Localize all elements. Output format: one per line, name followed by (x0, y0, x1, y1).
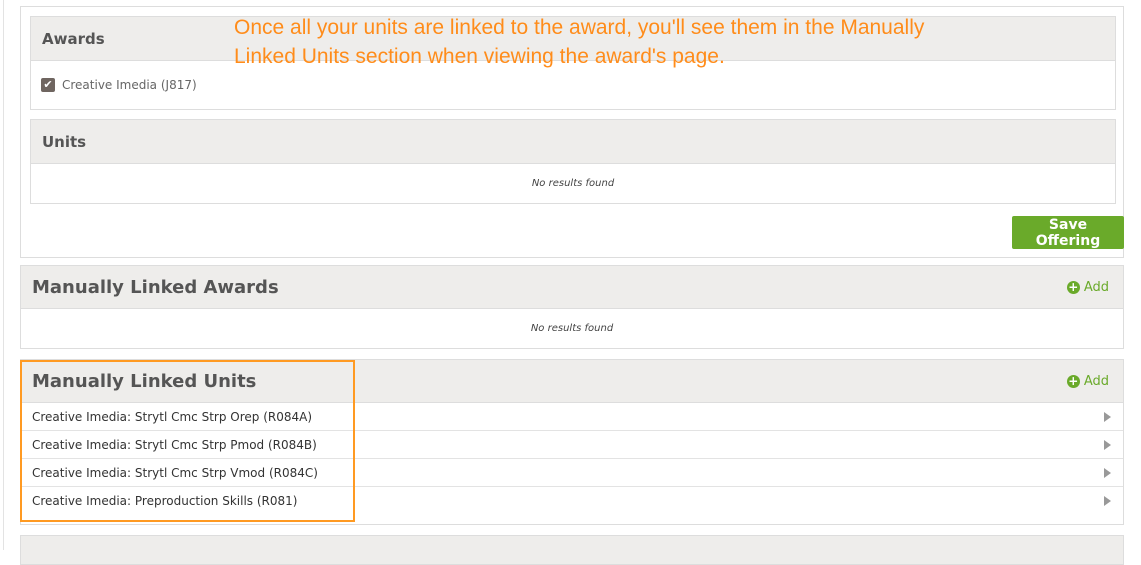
unit-label: Creative Imedia: Preproduction Skills (R… (32, 494, 298, 508)
unit-row[interactable]: Creative Imedia: Strytl Cmc Strp Vmod (R… (21, 459, 1123, 487)
add-label: Add (1083, 279, 1109, 295)
unit-row[interactable]: Creative Imedia: Preproduction Skills (R… (21, 487, 1123, 515)
caret-right-icon (1104, 439, 1111, 450)
manual-units-title: Manually Linked Units (32, 370, 257, 392)
manually-linked-awards-panel: Manually Linked Awards + Add No results f… (20, 265, 1124, 349)
manually-linked-units-panel: Manually Linked Units + Add Creative Imed… (20, 359, 1124, 525)
annotation-line: Linked Units section when viewing the aw… (234, 45, 725, 68)
award-label: Creative Imedia (J817) (62, 78, 197, 92)
add-award-button[interactable]: + Add (1066, 279, 1109, 295)
add-label: Add (1083, 373, 1109, 389)
manual-awards-empty: No results found (530, 323, 614, 334)
plus-circle-icon: + (1066, 279, 1080, 294)
unit-label: Creative Imedia: Strytl Cmc Strp Vmod (R… (32, 465, 318, 480)
awards-box: Awards ✔ Creative Imedia (J817) (30, 16, 1116, 110)
caret-right-icon (1104, 411, 1111, 422)
awards-title: Awards (31, 17, 1115, 61)
unit-row[interactable]: Creative Imedia: Strytl Cmc Strp Orep (R… (21, 403, 1123, 431)
annotation-line: Once all your units are linked to the aw… (234, 16, 925, 39)
award-item[interactable]: ✔ Creative Imedia (J817) (31, 61, 1115, 109)
annotation-text: Once all your units are linked to the aw… (234, 13, 924, 71)
manual-awards-title: Manually Linked Awards (32, 276, 279, 298)
caret-right-icon (1104, 467, 1111, 478)
units-box: Units No results found (30, 119, 1116, 204)
save-offering-button[interactable]: Save Offering (1012, 216, 1124, 249)
caret-right-icon (1104, 496, 1111, 506)
units-title: Units (31, 120, 1115, 164)
unit-row[interactable]: Creative Imedia: Strytl Cmc Strp Pmod (R… (21, 431, 1123, 459)
checkbox-checked-icon[interactable]: ✔ (41, 78, 55, 92)
next-panel (20, 535, 1124, 565)
units-empty: No results found (531, 178, 615, 189)
unit-label: Creative Imedia: Strytl Cmc Strp Orep (R… (32, 409, 313, 424)
plus-circle-icon: + (1066, 373, 1080, 388)
page-border (3, 0, 4, 550)
unit-label: Creative Imedia: Strytl Cmc Strp Pmod (R… (32, 437, 317, 452)
add-unit-button[interactable]: + Add (1066, 373, 1109, 389)
